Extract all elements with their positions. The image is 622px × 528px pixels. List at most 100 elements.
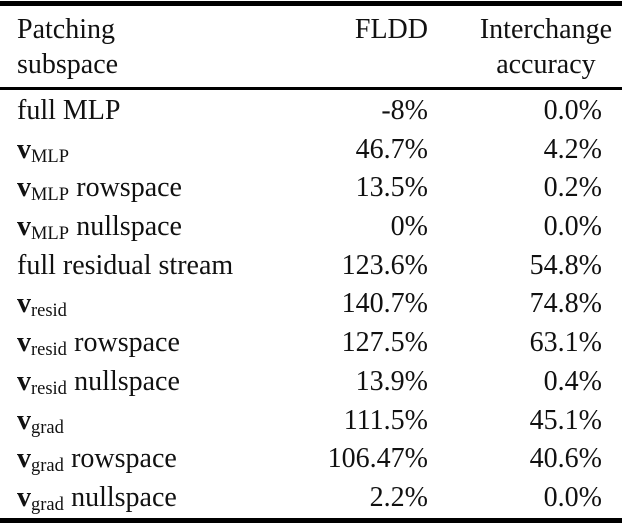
header-patching-subspace: Patching subspace bbox=[0, 6, 312, 87]
fldd-value: 13.9% bbox=[312, 363, 428, 402]
vector-symbol: v bbox=[17, 133, 31, 165]
table-row: vresid 140.7% 74.8% bbox=[0, 285, 622, 324]
interchange-value: 4.2% bbox=[428, 131, 602, 170]
row-label-suffix: rowspace bbox=[71, 443, 177, 475]
row-label-suffix: rowspace bbox=[76, 172, 182, 204]
vector-symbol: v bbox=[17, 327, 31, 359]
row-label: vMLP bbox=[0, 131, 312, 170]
header-col1-line2: subspace bbox=[17, 49, 119, 80]
row-label: vresid bbox=[0, 285, 312, 324]
table-row: vMLP rowspace 13.5% 0.2% bbox=[0, 169, 622, 208]
interchange-value-text: 0.0% bbox=[543, 211, 602, 243]
header-col3-block: Interchange accuracy bbox=[480, 12, 612, 82]
table-bottom-rule bbox=[0, 517, 622, 523]
vector-subscript: MLP bbox=[31, 184, 69, 205]
interchange-value: 0.0% bbox=[428, 208, 602, 247]
fldd-value: 111.5% bbox=[312, 402, 428, 441]
fldd-value-text: 2.2% bbox=[369, 481, 428, 513]
table-row: vMLP nullspace 0% 0.0% bbox=[0, 208, 622, 247]
fldd-value: 127.5% bbox=[312, 324, 428, 363]
interchange-value-text: 0.4% bbox=[543, 365, 602, 397]
header-col3-line1: Interchange bbox=[479, 14, 612, 45]
row-label-text: full residual stream bbox=[17, 249, 234, 281]
header-col3-line2: accuracy bbox=[496, 49, 596, 80]
row-label: vgrad nullspace bbox=[0, 479, 312, 518]
vector-symbol: v bbox=[17, 365, 31, 397]
vector-subscript: resid bbox=[31, 300, 67, 321]
fldd-value-text: 46.7% bbox=[355, 133, 428, 165]
header-interchange-accuracy: Interchange accuracy bbox=[428, 6, 612, 87]
table-row: vgrad 111.5% 45.1% bbox=[0, 402, 622, 441]
row-label: vgrad bbox=[0, 402, 312, 441]
row-label-suffix: nullspace bbox=[74, 365, 180, 397]
table-top-rule bbox=[0, 1, 622, 6]
table-row: vresid rowspace 127.5% 63.1% bbox=[0, 324, 622, 363]
row-label: vresid rowspace bbox=[0, 324, 312, 363]
interchange-value-text: 0.0% bbox=[543, 95, 602, 126]
fldd-value-text: -8% bbox=[381, 95, 428, 126]
table-row: full MLP -8% 0.0% bbox=[0, 92, 622, 131]
vector-subscript: MLP bbox=[31, 223, 69, 244]
interchange-value-text: 0.2% bbox=[543, 172, 602, 204]
fldd-value-text: 111.5% bbox=[343, 404, 428, 436]
vector-symbol: v bbox=[17, 481, 31, 513]
fldd-value-text: 13.5% bbox=[355, 172, 428, 204]
interchange-value-text: 4.2% bbox=[543, 133, 602, 165]
fldd-value-text: 140.7% bbox=[341, 288, 428, 320]
fldd-value-text: 106.47% bbox=[327, 443, 428, 475]
vector-symbol: v bbox=[17, 211, 31, 243]
fldd-value: 140.7% bbox=[312, 285, 428, 324]
table-row: vgrad nullspace 2.2% 0.0% bbox=[0, 479, 622, 518]
table-body: full MLP -8% 0.0% vMLP 46.7% 4.2% vMLP ro… bbox=[0, 90, 622, 518]
fldd-value: 2.2% bbox=[312, 479, 428, 518]
fldd-value-text: 127.5% bbox=[341, 327, 428, 359]
fldd-value: 0% bbox=[312, 208, 428, 247]
row-label: vMLP nullspace bbox=[0, 208, 312, 247]
interchange-value-text: 45.1% bbox=[529, 404, 602, 436]
vector-subscript: resid bbox=[31, 339, 67, 360]
fldd-value: 106.47% bbox=[312, 440, 428, 479]
interchange-value: 40.6% bbox=[428, 440, 602, 479]
table-row: vMLP 46.7% 4.2% bbox=[0, 131, 622, 170]
interchange-value: 0.4% bbox=[428, 363, 602, 402]
row-label: vgrad rowspace bbox=[0, 440, 312, 479]
vector-subscript: grad bbox=[31, 416, 64, 437]
interchange-value: 0.2% bbox=[428, 169, 602, 208]
row-label: full residual stream bbox=[0, 247, 312, 286]
vector-symbol: v bbox=[17, 172, 31, 204]
interchange-value: 63.1% bbox=[428, 324, 602, 363]
interchange-value: 74.8% bbox=[428, 285, 602, 324]
vector-symbol: v bbox=[17, 404, 31, 436]
interchange-value: 45.1% bbox=[428, 402, 602, 441]
interchange-value-text: 40.6% bbox=[529, 443, 602, 475]
vector-subscript: resid bbox=[31, 377, 67, 398]
row-label: vMLP rowspace bbox=[0, 169, 312, 208]
row-label: vresid nullspace bbox=[0, 363, 312, 402]
header-fldd: FLDD bbox=[312, 6, 428, 87]
table-header-row: Patching subspace FLDD Interchange accur… bbox=[0, 6, 622, 87]
interchange-value: 0.0% bbox=[428, 479, 602, 518]
row-label-suffix: rowspace bbox=[74, 327, 180, 359]
vector-subscript: grad bbox=[31, 493, 64, 514]
row-label: full MLP bbox=[0, 92, 312, 131]
fldd-value: 46.7% bbox=[312, 131, 428, 170]
row-label-suffix: nullspace bbox=[76, 211, 182, 243]
vector-subscript: MLP bbox=[31, 145, 69, 166]
table-mid-rule bbox=[0, 87, 622, 90]
vector-subscript: grad bbox=[31, 455, 64, 476]
row-label-suffix: nullspace bbox=[71, 481, 177, 513]
interchange-value: 54.8% bbox=[428, 247, 602, 286]
interchange-value: 0.0% bbox=[428, 92, 602, 131]
header-col1-line1: Patching bbox=[17, 14, 115, 45]
fldd-value-text: 13.9% bbox=[355, 365, 428, 397]
vector-symbol: v bbox=[17, 288, 31, 320]
table-row: full residual stream 123.6% 54.8% bbox=[0, 247, 622, 286]
fldd-value-text: 123.6% bbox=[341, 249, 428, 281]
fldd-value: 123.6% bbox=[312, 247, 428, 286]
interchange-value-text: 74.8% bbox=[529, 288, 602, 320]
fldd-value-text: 0% bbox=[390, 211, 428, 243]
fldd-value: -8% bbox=[312, 92, 428, 131]
interchange-value-text: 0.0% bbox=[543, 481, 602, 513]
table-row: vresid nullspace 13.9% 0.4% bbox=[0, 363, 622, 402]
